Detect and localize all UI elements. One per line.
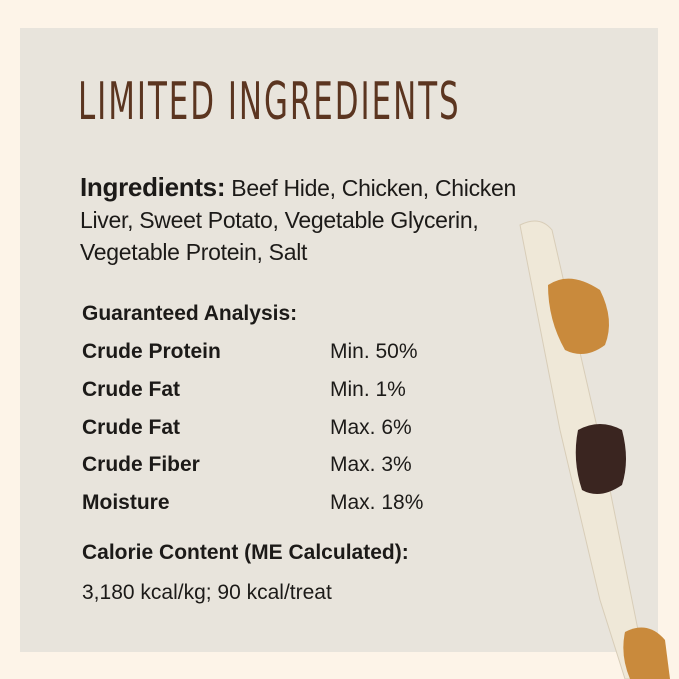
ingredients-list: Beef Hide, Chicken, Chicken Liver, Sweet… — [80, 175, 516, 265]
calorie-title: Calorie Content (ME Calculated): — [82, 541, 409, 564]
nutrient-name: Crude Fat — [82, 378, 181, 401]
ingredients-label: Ingredients: — [80, 172, 226, 202]
analysis-row: Crude Fat Min. 1% — [82, 378, 482, 402]
analysis-row: Crude Fiber Max. 3% — [82, 453, 482, 477]
nutrient-value: Max. 6% — [330, 416, 412, 439]
nutrient-name: Crude Fat — [82, 416, 181, 439]
nutrient-name: Moisture — [82, 491, 170, 514]
nutrient-name: Crude Protein — [82, 340, 221, 363]
page-title: LIMITED INGREDIENTS — [78, 72, 461, 132]
calorie-value: 3,180 kcal/kg; 90 kcal/treat — [82, 581, 332, 604]
analysis-title: Guaranteed Analysis: — [82, 302, 298, 325]
nutrient-name: Crude Fiber — [82, 453, 200, 476]
analysis-row: Crude Protein Min. 50% — [82, 340, 482, 364]
nutrient-value: Min. 1% — [330, 378, 406, 401]
nutrient-value: Max. 3% — [330, 453, 412, 476]
nutrient-value: Min. 50% — [330, 340, 418, 363]
treat-stick-image — [519, 220, 670, 679]
nutrient-value: Max. 18% — [330, 491, 424, 514]
analysis-row: Moisture Max. 18% — [82, 491, 482, 515]
ingredients-text: Ingredients: Beef Hide, Chicken, Chicken… — [80, 171, 540, 268]
analysis-row: Crude Fat Max. 6% — [82, 416, 482, 440]
